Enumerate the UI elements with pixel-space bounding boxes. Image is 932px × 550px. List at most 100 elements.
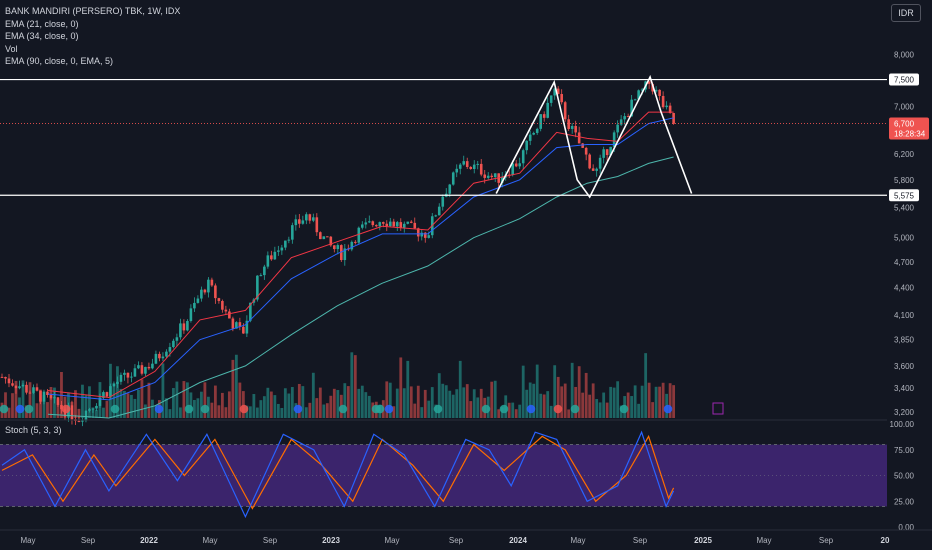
volume-bar: [560, 386, 564, 418]
stoch-axis: 100.00 75.00 50.00 25.00 0.00: [890, 420, 915, 532]
volume-bar: [462, 387, 466, 418]
volume-bar: [602, 392, 606, 418]
candle-body: [581, 143, 584, 148]
indicator-ema90[interactable]: EMA (90, close, 0, EMA, 5): [5, 56, 114, 66]
earnings-event-icon: [24, 404, 34, 414]
candle-body: [186, 321, 189, 331]
candle-body: [388, 221, 392, 227]
candle-body: [665, 105, 668, 108]
candle-body: [0, 376, 4, 378]
stoch-legend[interactable]: Stoch (5, 3, 3): [5, 425, 62, 435]
candle-body: [591, 168, 595, 171]
candle-body: [605, 149, 609, 156]
time-tick-label: 2022: [140, 536, 158, 545]
stoch-tick-label: 100.00: [890, 420, 915, 429]
stoch-band: [0, 444, 887, 507]
volume-bar: [672, 385, 676, 418]
volume-bar: [220, 392, 224, 418]
candle-body: [556, 88, 560, 95]
volume-bar: [591, 383, 595, 418]
candle-body: [343, 248, 347, 261]
volume-bar: [612, 387, 616, 418]
candle-body: [172, 340, 175, 348]
stoch-k-line: [1, 430, 675, 519]
candle-body: [60, 404, 63, 410]
candle-body: [490, 175, 494, 178]
volume-bar: [570, 362, 574, 418]
price-tick-label: 8,000: [894, 50, 915, 59]
candle-body: [483, 174, 487, 178]
volume-bar: [21, 380, 25, 418]
indicator-vol[interactable]: Vol: [5, 43, 18, 54]
earnings-event-icon: [481, 404, 491, 414]
ema21-line: [47, 111, 674, 399]
candle-body: [539, 114, 542, 129]
candle-body: [81, 420, 84, 422]
candle-body: [595, 168, 598, 171]
time-tick-label: Sep: [633, 536, 648, 545]
volume-bar: [28, 382, 32, 418]
candle-body: [406, 221, 410, 224]
candle-body: [46, 391, 49, 395]
volume-bar: [497, 409, 501, 418]
candle-body: [458, 164, 462, 169]
volume-bar: [437, 373, 441, 418]
time-tick-label: 20: [881, 536, 890, 545]
indicator-ema21[interactable]: EMA (21, close, 0): [5, 18, 79, 29]
candle-body: [455, 168, 459, 173]
volume-bar: [539, 393, 543, 418]
candle-body: [448, 184, 452, 194]
candle-body: [570, 125, 574, 129]
candle-body: [70, 405, 74, 420]
volume-bar: [535, 364, 539, 418]
candle-body: [672, 113, 675, 124]
volume-bar: [609, 386, 613, 418]
level-price-label: 5,575: [894, 191, 915, 200]
candle-body: [518, 163, 522, 167]
candle-body: [493, 173, 497, 178]
candle-body: [214, 285, 217, 299]
volume-bar: [290, 387, 294, 418]
candle-body: [420, 232, 424, 237]
candle-body: [476, 163, 480, 165]
volume-bar: [420, 407, 424, 418]
candle-body: [95, 405, 98, 409]
volume-bar: [469, 401, 473, 418]
earnings-event-icon: [499, 404, 509, 414]
volume-bar: [196, 398, 200, 418]
candle-body: [35, 387, 39, 391]
volume-bar: [311, 372, 315, 418]
candle-body: [126, 372, 130, 378]
candle-body: [360, 224, 364, 228]
volume-bar: [147, 382, 151, 418]
indicator-ema34[interactable]: EMA (34, close, 0): [5, 31, 79, 41]
price-tick-label: 3,600: [894, 362, 915, 371]
volume-bar: [308, 402, 312, 418]
candle-body: [273, 251, 277, 260]
volume-bar: [595, 398, 599, 418]
volume-bar: [175, 381, 179, 418]
volume-bar: [217, 405, 221, 418]
candle-body: [112, 383, 116, 387]
symbol-title[interactable]: BANK MANDIRI (PERSERO) TBK, 1W, IDX: [5, 6, 181, 16]
volume-bar: [521, 365, 525, 418]
volume-bar: [297, 383, 301, 418]
volume-bar: [137, 389, 140, 418]
candle-body: [39, 390, 42, 402]
time-tick-label: 2024: [509, 536, 527, 545]
earnings-event-icon: [15, 404, 25, 414]
candle-body: [88, 409, 91, 411]
volume-bar: [336, 390, 340, 418]
earnings-event-icon: [384, 404, 394, 414]
volume-bar: [567, 409, 571, 418]
candle-body: [291, 225, 294, 240]
volume-bar: [81, 384, 84, 418]
volume-bar: [203, 382, 207, 418]
currency-button[interactable]: IDR: [891, 4, 921, 22]
candle-body: [175, 337, 179, 341]
candle-body: [500, 177, 504, 183]
candle-body: [584, 147, 588, 155]
candle-body: [514, 163, 518, 167]
volume-bar: [514, 409, 518, 418]
